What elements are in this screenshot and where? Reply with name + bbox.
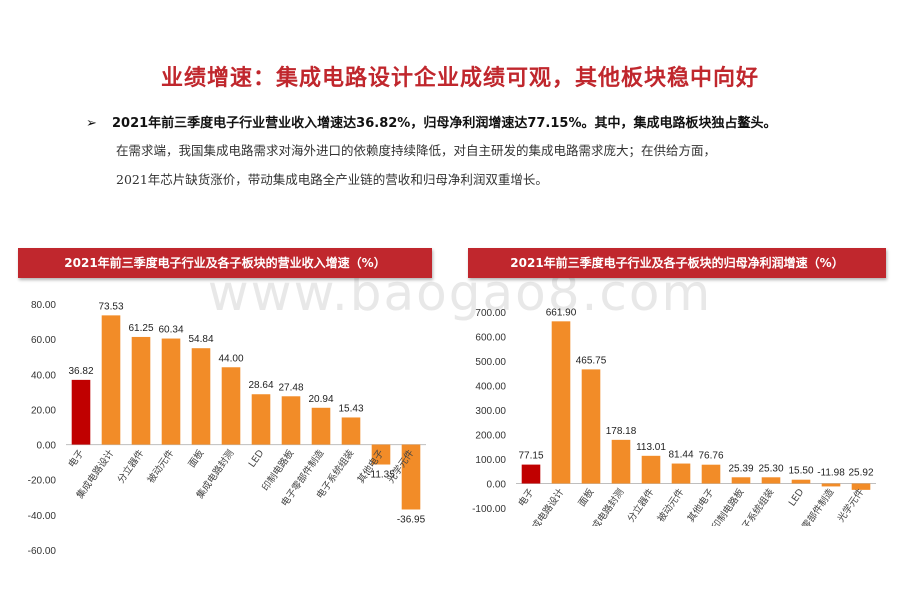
bar-value-label: 54.84 <box>188 334 213 345</box>
bar-11 <box>851 483 871 490</box>
category-label: LED <box>787 487 807 509</box>
bar-value-label: 15.50 <box>788 466 813 477</box>
bar-value-label: -11.98 <box>817 468 845 479</box>
bar-value-label: 60.34 <box>158 325 183 336</box>
bar-value-label: 36.82 <box>68 366 93 377</box>
bar-value-label: 178.18 <box>606 426 637 437</box>
page-title: 业绩增速：集成电路设计企业成绩可观，其他板块稳中向好 <box>160 66 759 91</box>
bar-5 <box>671 463 691 484</box>
bar-9 <box>791 479 811 484</box>
bar-value-label: -36.95 <box>397 514 426 525</box>
y-tick-label: -40.00 <box>28 511 57 522</box>
category-label: 面板 <box>576 486 597 509</box>
bar-value-label: 44.00 <box>218 353 243 364</box>
bullet-text: 2021年前三季度电子行业营业收入增速达36.82%，归母净利润增速达77.15… <box>112 116 777 131</box>
bar-4 <box>641 455 661 484</box>
bar-value-label: 28.64 <box>248 380 273 391</box>
bar-value-label: 73.53 <box>98 301 123 312</box>
bar-0 <box>71 379 91 445</box>
y-tick-label: 100.00 <box>475 455 506 466</box>
y-tick-label: 600.00 <box>475 333 506 344</box>
bar-8 <box>311 407 331 445</box>
bar-value-label: 20.94 <box>308 394 333 405</box>
y-tick-label: -60.00 <box>28 546 57 557</box>
category-label: 其他电子 <box>685 486 717 524</box>
bar-3 <box>611 439 631 484</box>
bar-value-label: 25.39 <box>728 463 753 474</box>
bar-value-label: 27.48 <box>278 382 303 393</box>
bar-4 <box>191 348 211 445</box>
bar-8 <box>761 477 781 484</box>
body-text-line-1: 在需求端，我国集成电路需求对海外进口的依赖度持续降低，对自主研发的集成电路需求庞… <box>116 143 717 158</box>
y-tick-label: 20.00 <box>31 405 56 416</box>
y-tick-label: 60.00 <box>31 335 56 346</box>
y-tick-label: 400.00 <box>475 382 506 393</box>
bar-6 <box>251 394 271 445</box>
bar-10 <box>371 444 391 465</box>
bar-value-label: 661.90 <box>546 307 577 318</box>
bar-value-label: 113.01 <box>636 442 666 453</box>
profit-growth-chart: 700.00 600.00 500.00 400.00 300.00 200.00 100.… <box>472 307 876 526</box>
bar-9 <box>341 417 361 445</box>
category-label: LED <box>247 448 267 470</box>
bar-10 <box>821 483 841 487</box>
bar-value-label: 77.15 <box>518 451 543 462</box>
bullet-summary: ➢ 2021年前三季度电子行业营业收入增速达36.82%，归母净利润增速达77.1… <box>86 112 886 131</box>
body-text-line-2: 2021年芯片缺货涨价，带动集成电路全产业链的营收和归母净利润双重增长。 <box>116 172 548 187</box>
bar-value-label: 15.43 <box>338 403 363 414</box>
bar-2 <box>131 336 151 445</box>
category-label: 印制电路板 <box>709 486 746 526</box>
category-label: 面板 <box>186 447 207 470</box>
bar-value-label: 25.30 <box>758 463 783 474</box>
revenue-chart-title: 2021年前三季度电子行业及各子板块的营业收入增速（%） <box>18 248 432 278</box>
bar-1 <box>551 321 571 484</box>
category-label: 电子 <box>66 447 87 470</box>
category-label: 被动元件 <box>145 447 177 485</box>
y-tick-label: -20.00 <box>28 476 57 487</box>
category-label: 被动元件 <box>655 486 687 524</box>
bar-7 <box>731 477 751 484</box>
bar-0 <box>521 464 541 484</box>
y-tick-label: 200.00 <box>475 431 506 442</box>
arrow-bullet-icon: ➢ <box>86 116 97 131</box>
bar-3 <box>161 338 181 445</box>
y-tick-label: 0.00 <box>487 480 507 491</box>
bar-value-label: -11.35 <box>367 470 395 481</box>
bar-11 <box>401 444 421 510</box>
bar-6 <box>701 464 721 484</box>
y-tick-label: 700.00 <box>475 308 506 319</box>
revenue-growth-chart: 80.00 60.00 40.00 20.00 0.00 -20.00 -40.00 -60.… <box>28 300 426 557</box>
profit-chart-title: 2021年前三季度电子行业及各子板块的归母净利润增速（%） <box>468 248 886 278</box>
bar-1 <box>101 315 121 445</box>
bar-value-label: 61.25 <box>128 323 153 334</box>
bar-value-label: 76.76 <box>698 451 723 462</box>
y-tick-label: 40.00 <box>31 370 56 381</box>
category-label: 分立器件 <box>625 486 657 524</box>
category-label: 分立器件 <box>115 447 147 485</box>
bar-value-label: 465.75 <box>576 355 607 366</box>
bar-2 <box>581 369 601 484</box>
category-label: 光学元件 <box>835 486 867 524</box>
category-label: 电子 <box>516 486 537 509</box>
bar-value-label: 81.44 <box>668 450 693 461</box>
bar-value-label: 25.92 <box>848 468 873 479</box>
y-tick-label: -100.00 <box>472 504 506 515</box>
bar-7 <box>281 396 301 445</box>
y-tick-label: 300.00 <box>475 406 506 417</box>
bar-5 <box>221 367 241 445</box>
y-tick-label: 0.00 <box>37 441 57 452</box>
y-tick-label: 500.00 <box>475 357 506 368</box>
y-tick-label: 80.00 <box>31 300 56 311</box>
